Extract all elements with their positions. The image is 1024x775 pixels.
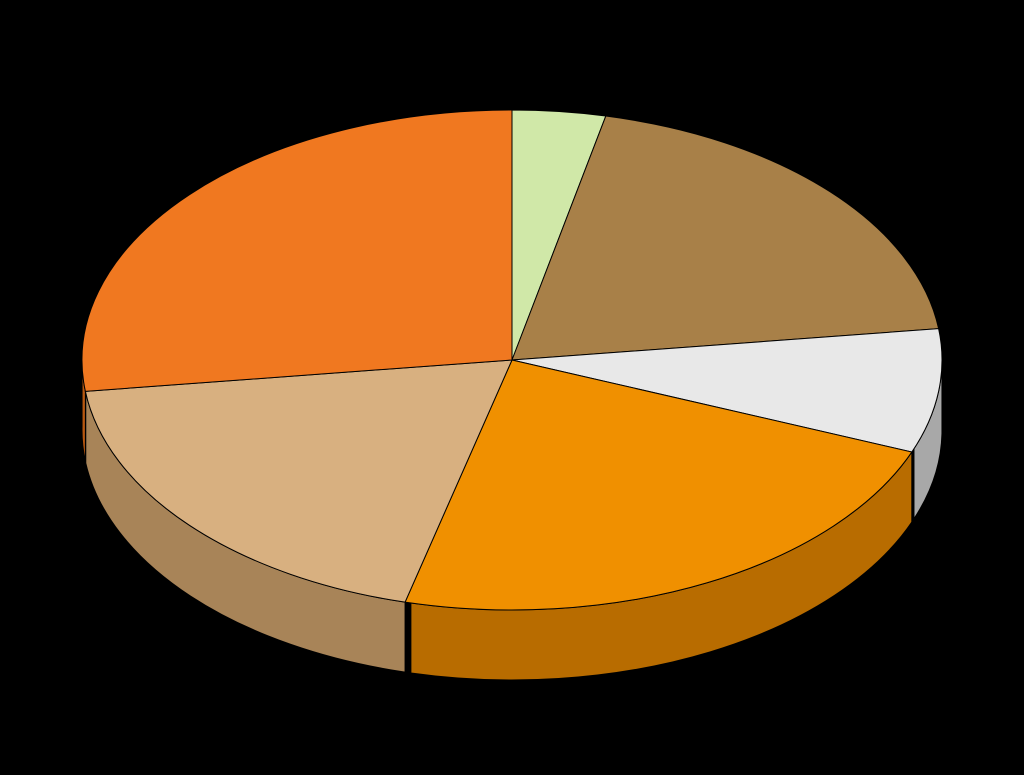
- pie-top-face: [82, 110, 942, 610]
- slice-bright-orange: [82, 110, 512, 391]
- pie-chart-3d: [0, 0, 1024, 775]
